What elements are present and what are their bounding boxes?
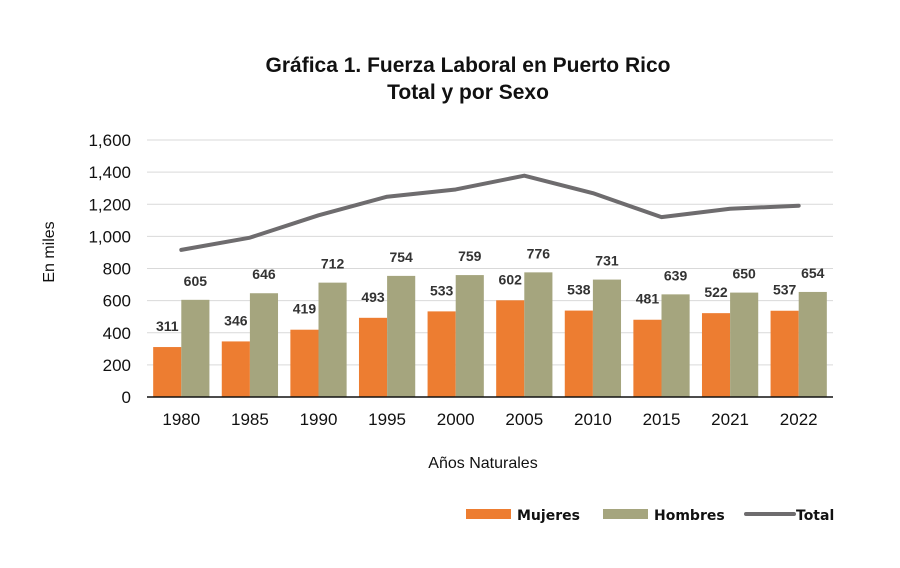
data-label-mujeres: 419: [293, 301, 317, 317]
x-tick-label: 1995: [368, 410, 406, 429]
bar-mujeres: [221, 341, 250, 397]
bar-hombres: [387, 275, 416, 397]
x-tick-label: 2021: [711, 410, 749, 429]
data-label-hombres: 639: [664, 267, 688, 283]
data-label-mujeres: 533: [430, 282, 454, 298]
legend-label-mujeres: Mujeres: [517, 508, 580, 524]
legend-label-hombres: Hombres: [654, 508, 725, 524]
bar-mujeres: [290, 329, 319, 397]
y-axis-title: En miles: [41, 221, 58, 282]
bar-mujeres: [564, 310, 593, 397]
y-axis-ticks: 0 200 400 600 800 1,000 1,200 1,400 1,600: [88, 131, 131, 407]
bar-hombres: [798, 291, 827, 397]
x-tick-label: 1985: [231, 410, 269, 429]
x-tick-label: 2015: [643, 410, 681, 429]
total-line-group: [179, 173, 801, 252]
data-label-hombres: 759: [458, 248, 482, 264]
y-tick-label: 1,600: [88, 131, 131, 150]
data-label-mujeres: 346: [224, 312, 248, 328]
legend-swatch-hombres: [603, 509, 648, 519]
bar-hombres: [524, 272, 553, 397]
data-label-hombres: 731: [595, 253, 619, 269]
y-tick-label: 1,400: [88, 163, 131, 182]
bars: [153, 272, 827, 397]
x-tick-label: 2022: [780, 410, 818, 429]
data-label-hombres: 776: [527, 245, 551, 261]
data-label-mujeres: 311: [156, 318, 179, 334]
data-label-hombres: 754: [389, 249, 413, 265]
line-total: [179, 173, 801, 252]
bar-mujeres: [496, 300, 525, 397]
bar-mujeres: [153, 347, 182, 397]
bar-mujeres: [701, 313, 731, 397]
data-label-mujeres: 493: [361, 289, 385, 305]
y-tick-label: 600: [103, 292, 131, 311]
bar-mujeres: [427, 311, 456, 397]
x-tick-label: 2000: [437, 410, 475, 429]
bar-mujeres: [770, 310, 799, 397]
legend-swatch-mujeres: [466, 509, 511, 519]
y-tick-label: 200: [103, 356, 131, 375]
y-tick-label: 1,200: [88, 195, 131, 214]
bar-hombres: [730, 292, 759, 397]
y-tick-label: 800: [103, 260, 131, 279]
y-tick-label: 400: [103, 324, 131, 343]
data-label-mujeres: 522: [704, 284, 728, 300]
y-tick-label: 0: [122, 388, 131, 407]
data-label-hombres: 605: [184, 273, 208, 289]
data-label-mujeres: 602: [499, 271, 523, 287]
data-label-hombres: 646: [252, 266, 276, 282]
data-label-hombres: 654: [801, 265, 825, 281]
bar-mujeres: [358, 317, 388, 397]
chart-subtitle: Total y por Sexo: [387, 81, 549, 104]
x-axis-title: Años Naturales: [428, 455, 537, 472]
data-label-mujeres: 481: [636, 291, 660, 307]
chart-title: Gráfica 1. Fuerza Laboral en Puerto Rico: [266, 54, 671, 77]
x-tick-label: 2005: [505, 410, 543, 429]
data-label-hombres: 712: [321, 256, 345, 272]
bar-hombres: [455, 275, 484, 397]
x-axis-ticks: 1980 1985 1990 1995 2000 2005 2010 2015 2021 2022: [162, 410, 817, 429]
y-tick-label: 1,000: [88, 227, 131, 246]
bar-hombres: [318, 282, 347, 397]
data-label-mujeres: 537: [773, 282, 797, 298]
data-label-mujeres: 538: [567, 282, 591, 298]
bar-mujeres: [633, 319, 662, 397]
bar-hombres: [181, 299, 210, 397]
data-label-hombres: 650: [732, 266, 756, 282]
bar-hombres: [661, 294, 690, 397]
x-tick-label: 1990: [300, 410, 338, 429]
bar-hombres: [592, 279, 622, 397]
x-tick-label: 1980: [162, 410, 200, 429]
x-tick-label: 2010: [574, 410, 612, 429]
bar-hombres: [249, 293, 279, 397]
legend: Mujeres Hombres Total: [466, 508, 834, 524]
legend-label-total: Total: [796, 508, 834, 524]
